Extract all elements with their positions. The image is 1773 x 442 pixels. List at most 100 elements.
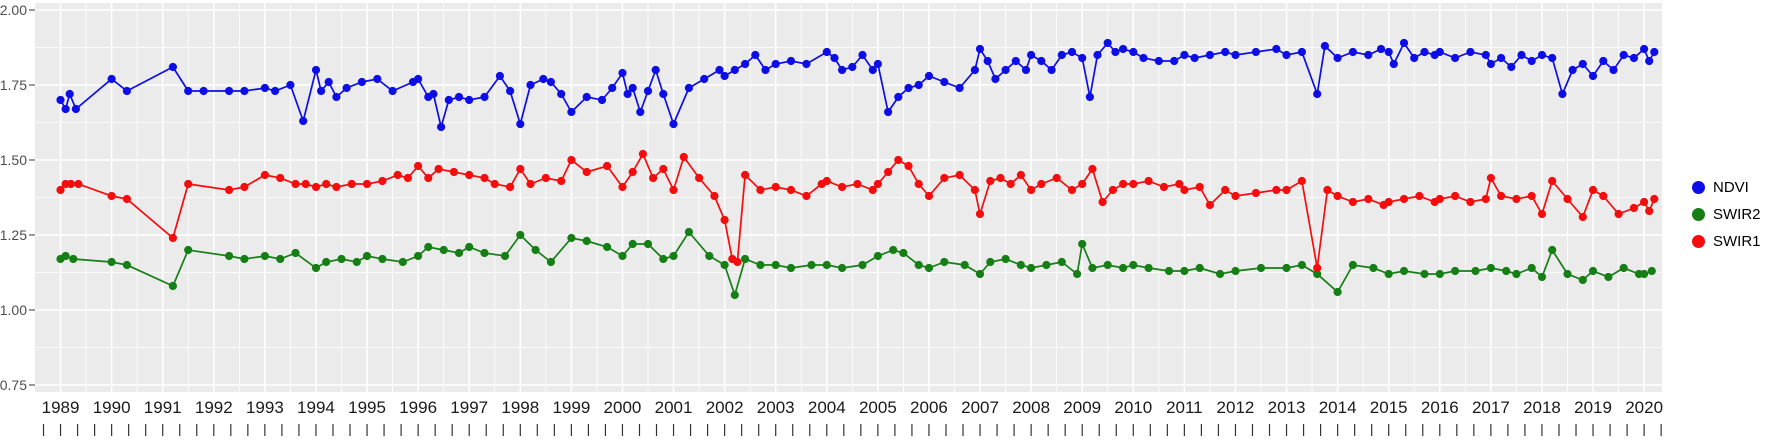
data-point-ndvi [71, 104, 80, 114]
data-point-ndvi [1410, 53, 1419, 63]
data-point-swir2 [1420, 269, 1429, 279]
data-point-swir1 [1205, 200, 1214, 210]
data-point-ndvi [1313, 89, 1322, 99]
data-point-swir2 [1073, 269, 1082, 279]
data-point-ndvi [1154, 56, 1163, 66]
data-point-swir1 [1614, 209, 1623, 219]
data-point-swir1 [1323, 185, 1332, 195]
data-point-swir2 [276, 254, 285, 264]
data-point-swir2 [1313, 269, 1322, 279]
data-point-ndvi [802, 59, 811, 69]
data-point-swir2 [1527, 263, 1536, 273]
x-axis-label: 1994 [297, 398, 335, 417]
data-point-swir2 [454, 248, 464, 258]
data-point-swir1 [1016, 170, 1025, 180]
data-point-swir1 [1348, 197, 1357, 207]
data-point-ndvi [311, 65, 321, 75]
data-point-ndvi [1629, 53, 1638, 63]
data-point-swir2 [122, 260, 131, 270]
x-axis-label: 2006 [910, 398, 948, 417]
data-point-swir2 [1195, 263, 1204, 273]
data-point-swir2 [720, 260, 729, 270]
data-point-swir1 [291, 179, 300, 189]
data-point-swir1 [1251, 188, 1260, 198]
data-point-ndvi [700, 74, 709, 84]
data-point-ndvi [751, 50, 760, 60]
data-point-swir2 [684, 227, 694, 237]
legend-item-ndvi: NDVI [1692, 180, 1761, 195]
data-point-swir2 [1078, 239, 1087, 249]
x-axis-label: 1991 [144, 398, 182, 417]
data-point-ndvi [1057, 50, 1066, 60]
data-point-swir1 [975, 209, 985, 219]
data-point-swir1 [720, 215, 729, 225]
x-axis-label: 2003 [757, 398, 795, 417]
data-point-ndvi [1190, 53, 1199, 63]
data-point-ndvi [286, 80, 295, 90]
data-point-swir2 [659, 254, 668, 264]
data-point-ndvi [771, 59, 780, 69]
data-point-ndvi [1067, 47, 1077, 57]
data-point-ndvi [1221, 47, 1230, 57]
data-point-ndvi [526, 80, 535, 90]
data-point-ndvi [199, 86, 208, 96]
x-axis-label: 2007 [961, 398, 999, 417]
data-point-ndvi [184, 86, 193, 96]
data-point-swir1 [628, 167, 637, 177]
data-point-ndvi [1333, 53, 1342, 63]
data-point-swir1 [480, 173, 489, 183]
legend-label-swir1: SWIR1 [1713, 233, 1761, 250]
x-axis-label: 2018 [1523, 398, 1561, 417]
x-axis-label: 2014 [1319, 398, 1357, 417]
data-point-ndvi [567, 107, 576, 117]
x-axis-label: 1998 [501, 398, 539, 417]
data-point-ndvi [975, 44, 985, 54]
data-point-swir1 [1599, 191, 1608, 201]
data-point-ndvi [1170, 56, 1179, 66]
data-point-swir1 [362, 179, 372, 189]
data-point-ndvi [1139, 53, 1148, 63]
data-point-ndvi [1078, 53, 1087, 63]
data-point-swir2 [1384, 269, 1393, 279]
data-point-ndvi [1481, 50, 1490, 60]
data-point-ndvi [894, 92, 903, 102]
data-point-swir1 [1180, 185, 1189, 195]
data-point-swir1 [1078, 179, 1087, 189]
data-point-swir2 [582, 236, 591, 246]
data-point-swir1 [1399, 194, 1409, 204]
data-point-swir2 [500, 251, 510, 261]
data-point-ndvi [741, 59, 750, 69]
data-point-ndvi [324, 77, 333, 87]
data-point-ndvi [786, 56, 796, 66]
data-point-swir1 [301, 179, 310, 189]
data-point-swir1 [996, 173, 1005, 183]
data-point-swir1 [311, 182, 321, 192]
data-point-ndvi [1384, 47, 1393, 57]
data-point-swir2 [291, 248, 300, 258]
data-point-ndvi [1231, 50, 1240, 60]
data-point-swir2 [1435, 269, 1444, 279]
data-point-swir1 [1497, 191, 1506, 201]
data-point-swir1 [669, 185, 678, 195]
legend-swatch-swir2 [1692, 208, 1705, 221]
data-point-swir1 [1272, 185, 1281, 195]
x-axis-label: 1999 [552, 398, 590, 417]
data-point-ndvi [1486, 59, 1495, 69]
data-point-swir1 [1548, 176, 1557, 186]
data-point-ndvi [904, 83, 913, 93]
data-point-swir1 [822, 176, 831, 186]
data-point-swir2 [1451, 266, 1460, 276]
data-point-swir2 [1486, 263, 1495, 273]
x-axis-label: 2002 [706, 398, 744, 417]
data-point-swir1 [1629, 203, 1638, 213]
data-point-swir1 [853, 179, 862, 189]
legend-item-swir2: SWIR2 [1692, 207, 1761, 222]
data-point-ndvi [1435, 47, 1444, 57]
data-point-ndvi [107, 74, 116, 84]
data-point-swir2 [480, 248, 489, 258]
data-point-swir1 [1159, 182, 1168, 192]
data-point-swir2 [414, 251, 423, 261]
y-axis-label: 1.00 [0, 302, 27, 318]
data-point-ndvi [1568, 65, 1577, 75]
data-point-ndvi [924, 71, 934, 81]
